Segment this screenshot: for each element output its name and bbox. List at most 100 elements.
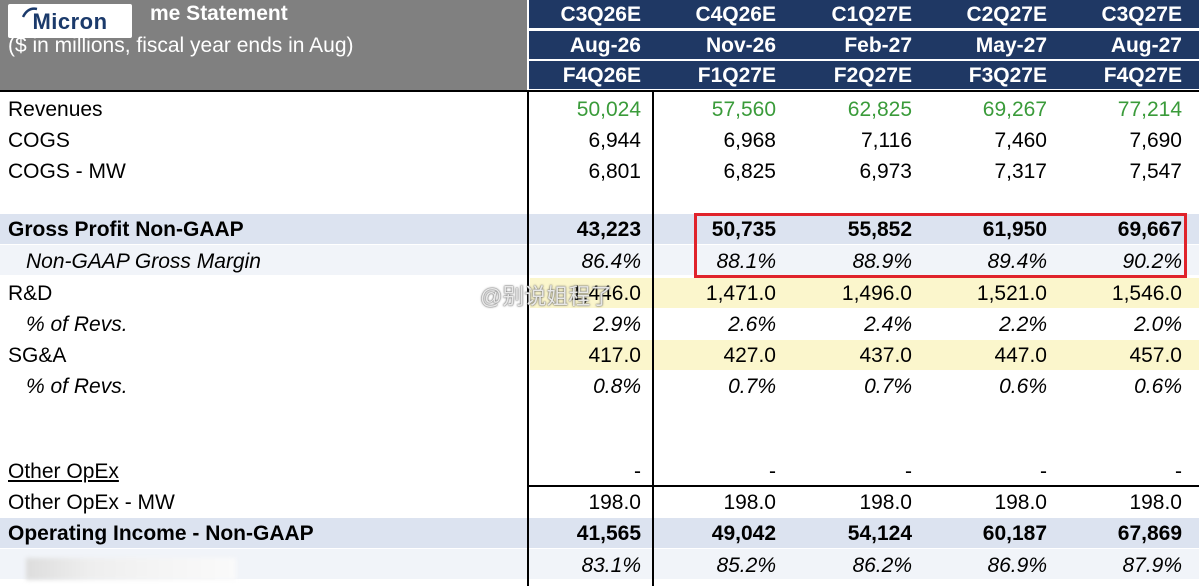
row-label: COGS	[8, 129, 70, 152]
cell: 447.0	[994, 344, 1047, 367]
cell: 41,565	[576, 522, 641, 545]
col-header: F4Q27E	[1103, 64, 1182, 87]
gross-profit-band	[0, 214, 1199, 244]
watermark: @别说姐程了	[480, 284, 613, 309]
blurred-label	[26, 558, 236, 580]
cell: 198.0	[1129, 491, 1182, 514]
table-row-other-opex-mw: Other OpEx - MW 198.0 198.0 198.0 198.0 …	[0, 487, 1199, 517]
cell: 6,944	[588, 129, 641, 152]
cell: 1,496.0	[841, 282, 912, 305]
cell: 1,521.0	[976, 282, 1047, 305]
cell: 67,869	[1117, 522, 1182, 545]
cell: 0.7%	[728, 375, 776, 398]
cell: 0.6%	[999, 375, 1047, 398]
rnd-band	[530, 278, 1199, 308]
cell: 89.4%	[987, 250, 1047, 273]
cell: -	[1040, 460, 1047, 483]
cell: 0.6%	[1134, 375, 1182, 398]
cell: 69,267	[982, 98, 1047, 121]
col-header: C2Q27E	[966, 3, 1047, 26]
table-row-gross-margin: Non-GAAP Gross Margin 86.4% 88.1% 88.9% …	[0, 246, 1199, 276]
cell: 198.0	[723, 491, 776, 514]
cell: 457.0	[1129, 344, 1182, 367]
row-label: % of Revs.	[26, 375, 128, 398]
cell: -	[905, 460, 912, 483]
col-header: May-27	[975, 34, 1047, 57]
cell: 2.9%	[593, 313, 641, 336]
row-label: % of Revs.	[26, 313, 128, 336]
cell: 54,124	[847, 522, 912, 545]
table-row-rnd-pct: % of Revs. 2.9% 2.6% 2.4% 2.2% 2.0%	[0, 309, 1199, 339]
table-row-operating-margin: 83.1% 85.2% 86.2% 86.9% 87.9%	[0, 550, 1199, 580]
cell: 85.2%	[716, 554, 776, 577]
sga-band	[530, 340, 1199, 370]
table-row-revenues: Revenues 50,024 57,560 62,825 69,267 77,…	[0, 94, 1199, 124]
cell: -	[769, 460, 776, 483]
cell: 86.4%	[581, 250, 641, 273]
col-header: F4Q26E	[562, 64, 641, 87]
header-divider	[0, 90, 1199, 92]
col-header: F2Q27E	[833, 64, 912, 87]
table-row-cogs-mw: COGS - MW 6,801 6,825 6,973 7,317 7,547	[0, 156, 1199, 186]
label-column-divider	[527, 90, 529, 586]
row-label: Gross Profit Non-GAAP	[8, 218, 244, 241]
cell: 6,825	[723, 160, 776, 183]
cell: 0.8%	[593, 375, 641, 398]
row-label: Other OpEx - MW	[8, 491, 175, 514]
operating-income-band	[0, 518, 1199, 548]
table-row-sga: SG&A 417.0 427.0 437.0 447.0 457.0	[0, 340, 1199, 370]
cell: 69,667	[1117, 218, 1182, 241]
cell: 7,547	[1129, 160, 1182, 183]
col-header: C4Q26E	[695, 3, 776, 26]
cell: 437.0	[859, 344, 912, 367]
cell: 417.0	[588, 344, 641, 367]
row-label: Other OpEx	[8, 460, 119, 483]
table-row-other-opex: Other OpEx - - - - -	[0, 456, 1199, 486]
table-row-sga-pct: % of Revs. 0.8% 0.7% 0.7% 0.6% 0.6%	[0, 371, 1199, 401]
cell: 62,825	[847, 98, 912, 121]
cell: 198.0	[588, 491, 641, 514]
row-label: R&D	[8, 282, 53, 305]
table-row-rnd: R&D 1,446.0 1,471.0 1,496.0 1,521.0 1,54…	[0, 278, 1199, 308]
cell: 60,187	[982, 522, 1047, 545]
col-header: C1Q27E	[831, 3, 912, 26]
row-label: Non-GAAP Gross Margin	[26, 250, 261, 273]
cell: 7,116	[861, 129, 912, 152]
header-row-fiscal-quarters: F4Q26E F1Q27E F2Q27E F3Q27E F4Q27E	[529, 61, 1199, 89]
cell: 2.0%	[1134, 313, 1182, 336]
cell: 88.9%	[852, 250, 912, 273]
statement-title: me Statement	[150, 2, 288, 25]
statement-subtitle: ($ in millions, fiscal year ends in Aug)	[8, 34, 354, 57]
col-header: C3Q27E	[1101, 3, 1182, 26]
col-header: F3Q27E	[968, 64, 1047, 87]
cell: 50,024	[576, 98, 641, 121]
cell: 50,735	[711, 218, 776, 241]
col-header: Aug-27	[1110, 34, 1182, 57]
cell: 55,852	[847, 218, 912, 241]
col-header: C3Q26E	[560, 3, 641, 26]
cell: 83.1%	[581, 554, 641, 577]
cell: 87.9%	[1122, 554, 1182, 577]
cell: 1,546.0	[1111, 282, 1182, 305]
cell: 49,042	[711, 522, 776, 545]
table-row-gross-profit: Gross Profit Non-GAAP 43,223 50,735 55,8…	[0, 214, 1199, 244]
cell: 43,223	[576, 218, 641, 241]
section-divider	[529, 485, 1199, 487]
col-header: F1Q27E	[697, 64, 776, 87]
cell: 86.9%	[987, 554, 1047, 577]
table-row-operating-income: Operating Income - Non-GAAP 41,565 49,04…	[0, 518, 1199, 548]
micron-logo: Micron	[8, 4, 132, 38]
cell: 61,950	[982, 218, 1047, 241]
header-row-calendar-quarters: C3Q26E C4Q26E C1Q27E C2Q27E C3Q27E	[529, 0, 1199, 28]
cell: 1,471.0	[705, 282, 776, 305]
header-row-period-ends: Aug-26 Nov-26 Feb-27 May-27 Aug-27	[529, 31, 1199, 59]
cell: 7,460	[994, 129, 1047, 152]
col-header: Feb-27	[844, 34, 912, 57]
row-label: Operating Income - Non-GAAP	[8, 522, 314, 545]
cell: 86.2%	[852, 554, 912, 577]
cell: 198.0	[859, 491, 912, 514]
cell: 2.2%	[999, 313, 1047, 336]
highlight-box	[694, 213, 1187, 278]
cell: 7,317	[994, 160, 1047, 183]
logo-swoosh-icon	[22, 7, 38, 18]
